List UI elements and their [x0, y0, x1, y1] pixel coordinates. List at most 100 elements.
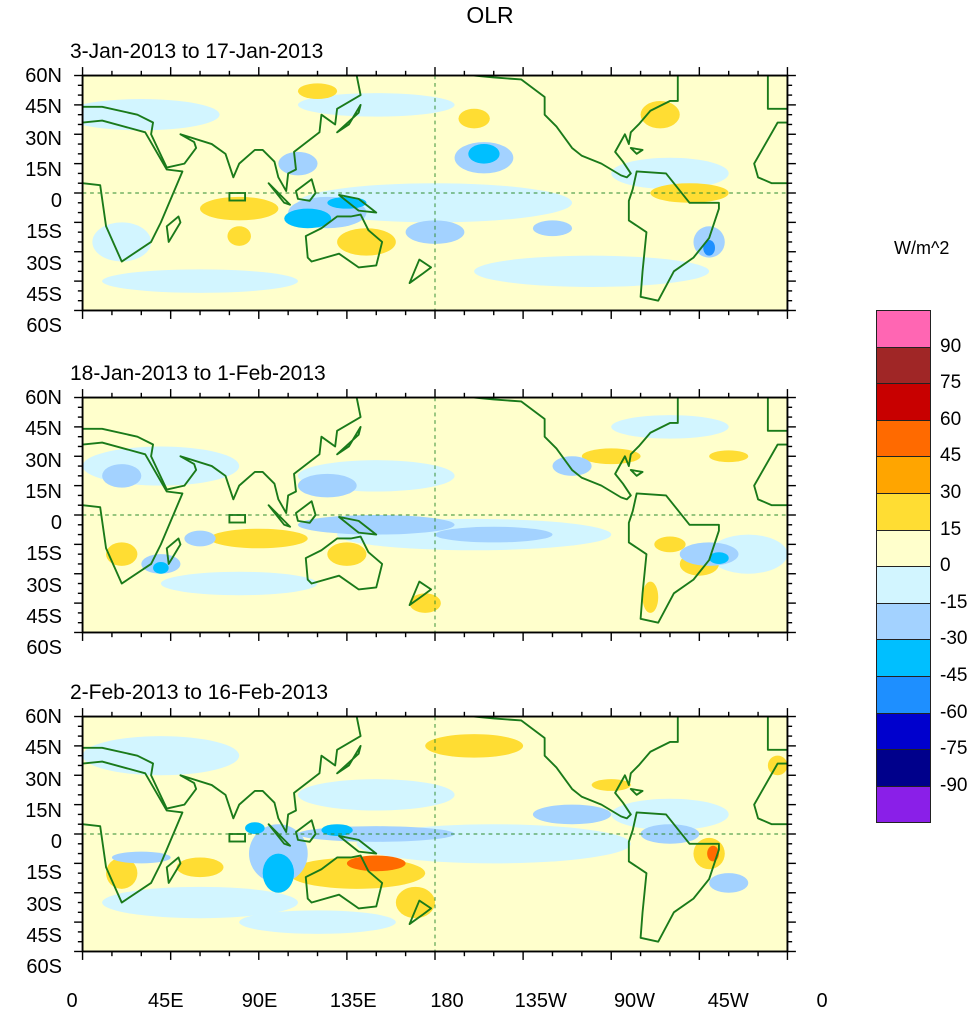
- colorbar-label: -15: [940, 591, 968, 613]
- anomaly-contour: [209, 528, 308, 549]
- anomaly-contour: [297, 779, 455, 811]
- anomaly-contour: [468, 144, 500, 164]
- anomaly-contour: [284, 208, 332, 229]
- anomaly-contour: [532, 220, 573, 237]
- lat-label: 45S: [26, 605, 62, 628]
- lat-label: 30N: [25, 449, 62, 472]
- anomaly-contour: [425, 734, 524, 758]
- colorbar-label: 30: [940, 482, 962, 503]
- coastline: [82, 119, 184, 263]
- coastline: [82, 397, 362, 514]
- lat-label: 15N: [25, 799, 62, 822]
- panel-1-subtitle: 3-Jan-2013 to 17-Jan-2013: [70, 40, 324, 63]
- lat-label: 15S: [26, 862, 62, 885]
- panel-1-map: [74, 67, 796, 319]
- lat-label: 30S: [26, 893, 62, 916]
- colorbar-swatch: [876, 456, 931, 494]
- anomaly-contour: [337, 228, 396, 256]
- colorbar-swatch: [876, 749, 931, 787]
- lon-label: 0: [66, 990, 78, 1012]
- anomaly-contour: [679, 542, 739, 566]
- colorbar-swatch: [876, 383, 931, 421]
- region-box: [228, 833, 247, 843]
- coastline: [766, 75, 788, 110]
- lat-label: 0: [50, 512, 62, 534]
- anomaly-contour: [327, 542, 367, 566]
- anomaly-contour: [278, 151, 318, 176]
- anomaly-contour: [153, 561, 169, 574]
- anomaly-contour: [184, 530, 216, 547]
- coastline: [473, 397, 679, 501]
- anomaly-contour: [409, 593, 441, 613]
- anomaly-contour: [102, 886, 298, 919]
- colorbar-label: -60: [940, 701, 968, 723]
- coastline: [82, 441, 184, 585]
- map-content: [82, 716, 788, 952]
- anomaly-contour: [297, 515, 455, 535]
- anomaly-contour: [82, 736, 240, 776]
- colorbar-units: W/m^2: [894, 238, 950, 258]
- anomaly-contour: [297, 473, 357, 498]
- panel-2-subtitle: 18-Jan-2013 to 1-Feb-2013: [70, 362, 326, 385]
- anomaly-contour: [102, 269, 298, 293]
- anomaly-contour: [703, 239, 715, 256]
- coastline: [295, 178, 317, 202]
- lon-label: 45W: [707, 990, 749, 1012]
- anomaly-contour: [102, 464, 142, 488]
- anomaly-contour: [245, 822, 265, 834]
- lon-label: 90E: [241, 990, 278, 1012]
- anomaly-contour: [581, 448, 641, 465]
- lat-label: 15N: [25, 158, 62, 181]
- lat-label: 45S: [26, 924, 62, 947]
- region-box: [228, 514, 247, 524]
- anomaly-contour: [227, 226, 251, 246]
- lat-label: 15N: [25, 480, 62, 503]
- anomaly-contour: [709, 552, 729, 564]
- anomaly-contour: [82, 99, 220, 131]
- panel-3-map: [74, 708, 796, 960]
- lat-label: 30S: [26, 252, 62, 275]
- lat-label: 45N: [25, 418, 62, 441]
- lat-label: 45N: [25, 96, 62, 119]
- panel-3-subtitle: 2-Feb-2013 to 16-Feb-2013: [70, 681, 328, 704]
- coastline: [82, 716, 362, 833]
- colorbar-swatch: [876, 566, 931, 604]
- coastline: [338, 194, 378, 214]
- anomaly-contour: [111, 851, 171, 864]
- anomaly-contour: [106, 542, 138, 566]
- anomaly-contour: [297, 183, 573, 223]
- colorbar-swatch: [876, 493, 931, 531]
- anomaly-contour: [767, 755, 788, 776]
- anomaly-contour: [239, 910, 396, 934]
- coastline: [82, 75, 362, 192]
- coastline: [267, 504, 292, 528]
- anomaly-contour: [709, 450, 749, 463]
- coastline: [336, 425, 362, 456]
- colorbar-label: 45: [940, 445, 962, 467]
- lon-label: 180: [430, 990, 464, 1012]
- lon-label: 135W: [514, 990, 567, 1012]
- coastline: [627, 811, 720, 943]
- colorbar-swatch: [876, 712, 931, 751]
- anomaly-contour: [405, 220, 465, 244]
- lat-label: 45N: [25, 737, 62, 760]
- anomaly-contour: [321, 824, 353, 836]
- coastline: [766, 397, 788, 432]
- coastline: [473, 716, 679, 820]
- coastline: [165, 856, 182, 884]
- colorbar-label: -45: [940, 665, 968, 686]
- lat-label: 60S: [26, 315, 62, 337]
- colorbar-label: 90: [940, 335, 962, 357]
- anomaly-contour: [709, 534, 788, 574]
- coastline: [753, 762, 788, 826]
- colorbar-swatch: [876, 419, 931, 458]
- coastline: [627, 170, 720, 302]
- coastline: [338, 835, 378, 855]
- colorbar-swatch: [876, 529, 931, 568]
- lat-label: 60N: [25, 706, 62, 728]
- coastline: [338, 516, 378, 536]
- map-content: [82, 397, 788, 633]
- anomaly-contour: [346, 855, 406, 872]
- anomaly-contour: [327, 196, 367, 209]
